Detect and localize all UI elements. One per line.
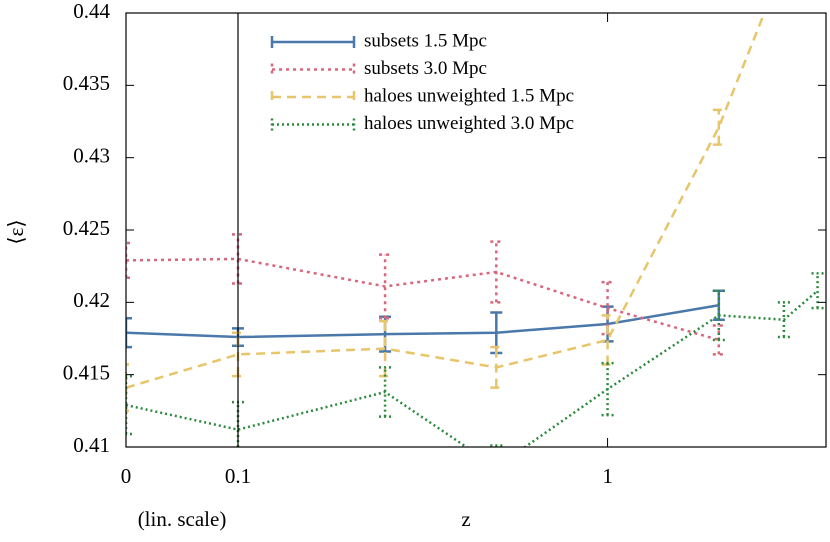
x-annotation: (lin. scale): [138, 507, 227, 531]
legend-swatch: [270, 36, 356, 48]
error-bar: [490, 444, 503, 447]
series-line: [126, 13, 766, 389]
series-line: [126, 289, 819, 447]
y-axis-label: ⟨ε⟩: [4, 219, 28, 244]
x-tick-label: 0: [121, 464, 132, 488]
y-tick-label: 0.44: [73, 0, 110, 23]
error-bar: [379, 366, 392, 418]
error-bar: [712, 289, 725, 342]
legend-swatch: [270, 63, 356, 76]
error-bar: [126, 374, 132, 436]
legend-swatch: [270, 91, 356, 103]
y-tick-label: 0.43: [73, 143, 110, 167]
legend-swatch: [270, 118, 356, 131]
y-tick-label: 0.425: [63, 216, 110, 240]
legend-label: subsets 1.5 Mpc: [364, 30, 487, 51]
series-line: [126, 303, 720, 339]
y-tick-label: 0.415: [63, 360, 110, 384]
error-bar: [126, 316, 132, 349]
y-tick-label: 0.41: [73, 433, 110, 457]
y-tick-label: 0.435: [63, 71, 110, 95]
x-axis-label: z: [461, 507, 470, 531]
error-bar: [811, 272, 824, 310]
series-line: [126, 257, 720, 342]
x-tick-label: 1: [602, 464, 613, 488]
error-bar: [379, 253, 392, 320]
error-bar: [126, 241, 132, 279]
x-tick-label: 0.1: [225, 464, 251, 488]
error-bar: [712, 108, 725, 146]
legend-label: haloes unweighted 3.0 Mpc: [364, 113, 574, 134]
error-bar: [777, 301, 790, 339]
y-tick-label: 0.42: [73, 288, 110, 312]
legend-label: subsets 3.0 Mpc: [364, 58, 487, 79]
legend-label: haloes unweighted 1.5 Mpc: [364, 85, 574, 106]
